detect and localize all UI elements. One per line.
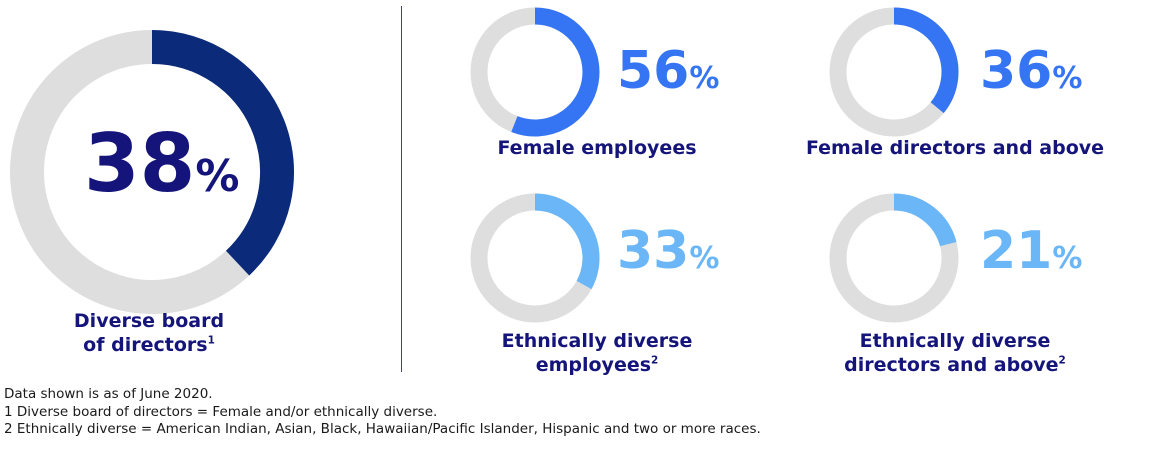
value-ethnic-directors: 21% xyxy=(980,225,1082,277)
value-number: 56 xyxy=(617,41,690,101)
value-number: 36 xyxy=(980,41,1053,101)
label-diverse-board: Diverse board of directors1 xyxy=(49,310,249,358)
value-unit: % xyxy=(689,241,720,276)
label-line1: Female employees xyxy=(497,137,697,159)
donut-value-arc xyxy=(893,7,959,114)
value-unit: % xyxy=(1052,241,1083,276)
footnote-mark: 1 xyxy=(207,334,215,347)
donut-diverse-board xyxy=(10,30,294,314)
value-unit: % xyxy=(1052,61,1083,96)
value-ethnic-employees: 33% xyxy=(617,225,719,277)
label-female-employees: Female employees xyxy=(447,137,747,161)
label-line1: Female directors and above xyxy=(805,137,1105,159)
value-number: 33 xyxy=(617,221,690,281)
label-line2: employees2 xyxy=(535,353,659,376)
donut-value-arc xyxy=(534,193,600,290)
value-number: 21 xyxy=(980,221,1053,281)
footnotes: Data shown is as of June 2020. 1 Diverse… xyxy=(4,386,761,439)
label-line2: of directors1 xyxy=(83,333,215,356)
value-diverse-board: 38% xyxy=(84,124,239,204)
footnote-2: 2 Ethnically diverse = American Indian, … xyxy=(4,421,761,437)
value-unit: % xyxy=(689,61,720,96)
donut-value-arc xyxy=(511,7,600,137)
vertical-divider xyxy=(401,6,402,372)
footnote-mark: 2 xyxy=(651,354,659,367)
label-ethnic-employees: Ethnically diverse employees2 xyxy=(447,330,747,378)
donut-ethnic-directors xyxy=(829,193,959,323)
donut-female-employees xyxy=(470,7,600,137)
value-female-directors: 36% xyxy=(980,45,1082,97)
label-line1: Ethnically diverse xyxy=(859,330,1051,352)
footnote-1: 1 Diverse board of directors = Female an… xyxy=(4,403,438,420)
label-line1: Diverse board xyxy=(73,310,225,332)
label-line1: Ethnically diverse xyxy=(501,330,693,352)
donut-value-arc xyxy=(151,30,294,276)
value-number: 38 xyxy=(84,117,196,210)
donut-ethnic-employees xyxy=(470,193,600,323)
value-unit: % xyxy=(195,151,240,202)
label-ethnic-directors: Ethnically diverse directors and above2 xyxy=(795,330,1115,378)
label-line2: directors and above2 xyxy=(844,353,1066,376)
as-of-note: Data shown is as of June 2020. xyxy=(4,386,213,402)
donut-female-directors xyxy=(829,7,959,137)
value-female-employees: 56% xyxy=(617,45,719,97)
donut-value-arc xyxy=(893,193,957,247)
label-female-directors: Female directors and above xyxy=(795,137,1115,161)
footnote-mark: 2 xyxy=(1058,354,1066,367)
